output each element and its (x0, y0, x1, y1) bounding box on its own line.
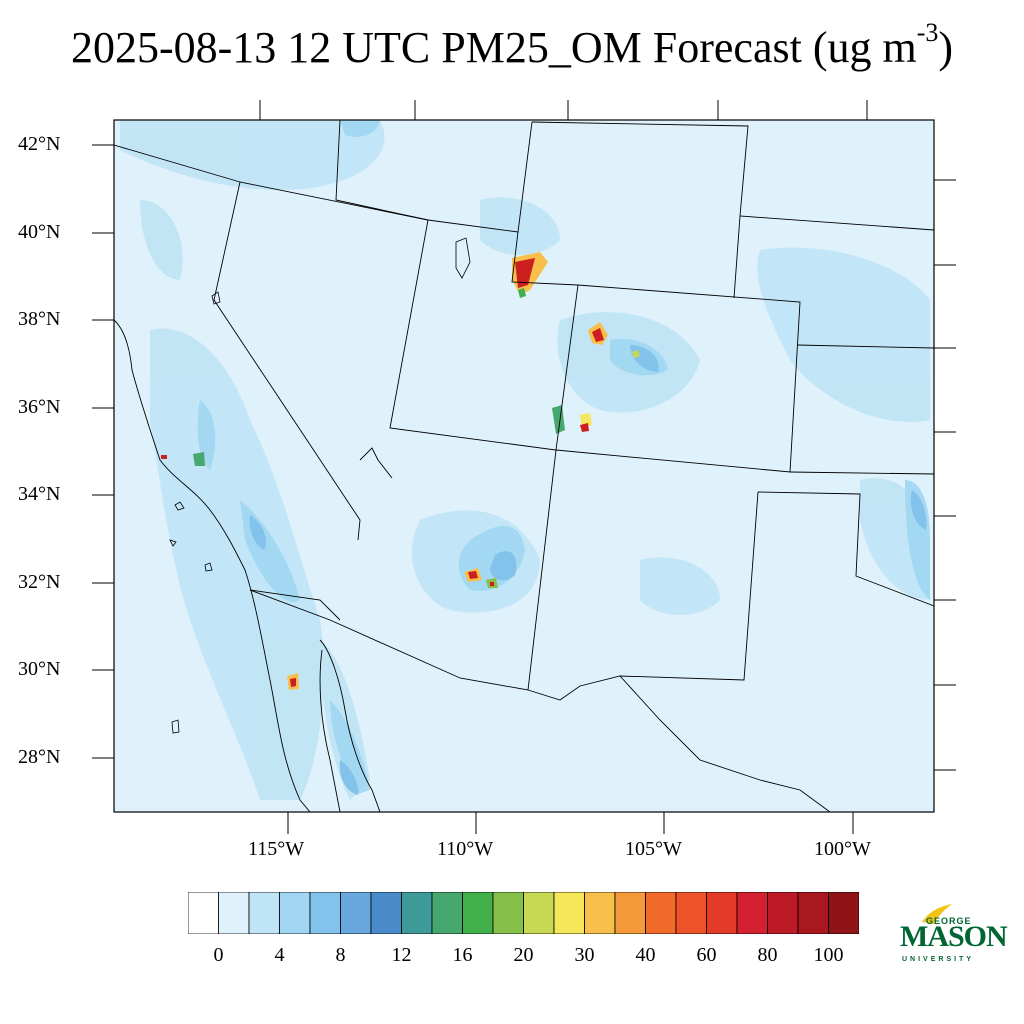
colorbar-swatch (188, 892, 219, 934)
lat-label-28: 28°N (18, 746, 61, 768)
colorbar-label: 30 (574, 944, 595, 966)
colorbar-swatch (401, 892, 433, 934)
colorbar-label: 60 (696, 944, 717, 966)
title-superscript: -3 (916, 18, 939, 47)
colorbar (188, 892, 859, 934)
map-title: 2025-08-13 12 UTC PM25_OM Forecast (ug m… (0, 18, 1024, 73)
islands (169, 237, 471, 734)
colorbar-swatch (492, 892, 524, 934)
title-main: 2025-08-13 12 UTC PM25_OM Forecast (ug m (70, 23, 917, 72)
colorbar-swatch (706, 892, 738, 934)
colorbar-label: 4 (274, 944, 285, 966)
lat-label-34: 34°N (18, 483, 61, 505)
lat-label-40: 40°N (18, 221, 61, 243)
colorbar-label: 12 (391, 944, 412, 966)
colorbar-swatch (797, 892, 829, 934)
colorbar-swatch (218, 892, 250, 934)
colorbar-swatch (340, 892, 372, 934)
colorbar-swatch (828, 892, 859, 934)
lat-label-36: 36°N (18, 396, 61, 418)
fire-hotspot-colorado-south (552, 405, 592, 434)
fire-hotspot-colorado-north (588, 322, 640, 358)
coastlines (114, 319, 393, 812)
colorbar-swatch (431, 892, 463, 934)
lat-label-30: 30°N (18, 658, 61, 680)
lat-label-32: 32°N (18, 571, 61, 593)
colorbar-swatch (523, 892, 555, 934)
state-borders (114, 120, 934, 812)
axis-ticks (92, 100, 956, 834)
colorbar-swatch (462, 892, 494, 934)
concentration-fields (114, 120, 934, 812)
lat-label-38: 38°N (18, 308, 61, 330)
colorbar-swatch (584, 892, 616, 934)
lat-label-42: 42°N (18, 133, 61, 155)
colorbar-swatch (645, 892, 677, 934)
logo-george: GEORGE (926, 916, 972, 926)
colorbar-swatch (767, 892, 799, 934)
colorbar-swatch (309, 892, 341, 934)
colorbar-label: 40 (635, 944, 656, 966)
colorbar-swatch (370, 892, 402, 934)
colorbar-label: 0 (213, 944, 224, 966)
colorbar-label: 8 (335, 944, 346, 966)
logo-university: UNIVERSITY (902, 956, 975, 963)
colorbar-swatch (675, 892, 707, 934)
colorbar-swatch (279, 892, 311, 934)
colorbar-swatch (736, 892, 768, 934)
colorbar-label: 80 (757, 944, 778, 966)
logo-mason: MASON (900, 920, 1008, 953)
fire-hotspot-baja (287, 673, 299, 690)
fire-hotspot-wyoming (512, 252, 548, 298)
colorbar-swatch (248, 892, 280, 934)
fire-hotspot-arizona (464, 568, 498, 588)
colorbar-swatch (553, 892, 585, 934)
lon-label-105: 105°W (625, 838, 682, 860)
lon-label-100: 100°W (814, 838, 871, 860)
colorbar-label: 100 (813, 944, 844, 966)
colorbar-label: 16 (452, 944, 473, 966)
lon-label-110: 110°W (437, 838, 494, 860)
fire-hotspot-california (161, 452, 205, 466)
lon-label-115: 115°W (248, 838, 305, 860)
colorbar-swatch (614, 892, 646, 934)
title-close: ) (938, 23, 954, 72)
gmu-logo: GEORGE MASON UNIVERSITY (900, 900, 1008, 970)
map-frame (113, 119, 935, 813)
colorbar-label: 20 (513, 944, 534, 966)
logo-flame-icon (922, 904, 952, 924)
